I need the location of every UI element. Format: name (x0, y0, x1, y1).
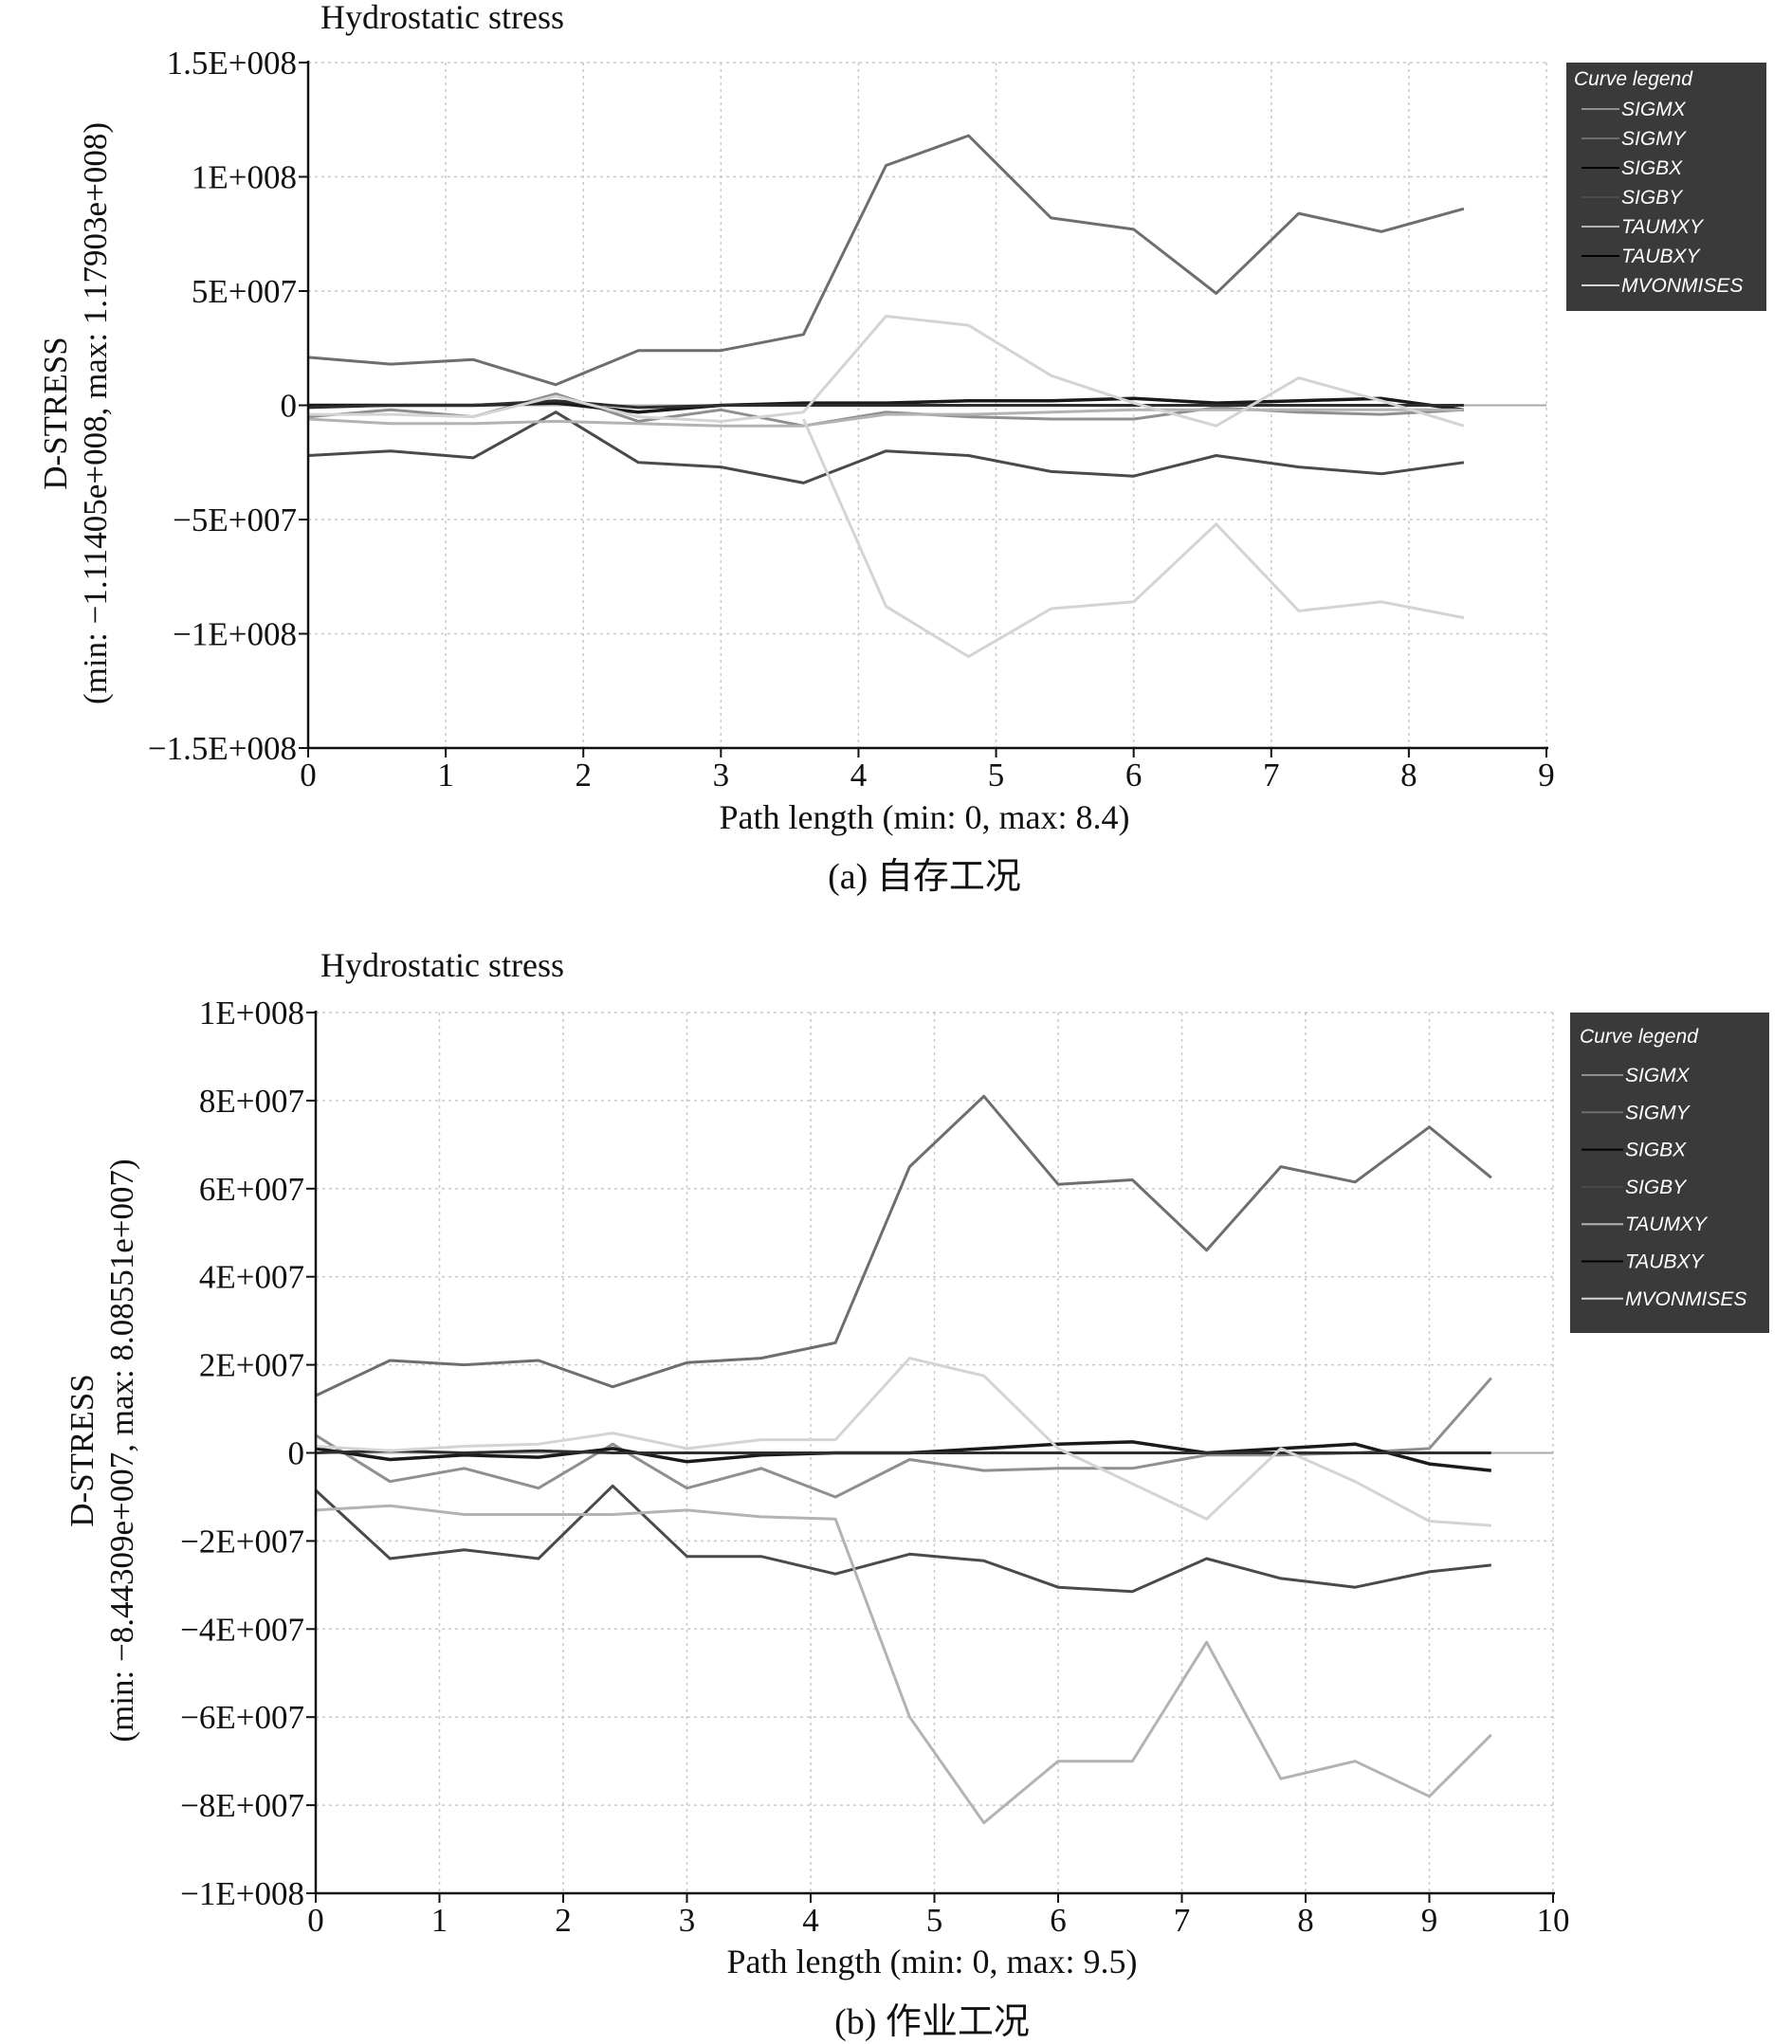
chart-b-legend-box (1570, 1013, 1769, 1333)
chart-b-x-tick-label: 8 (1297, 1902, 1314, 1939)
chart-a-x-tick-label: 3 (713, 757, 730, 794)
chart-b-x-tick-label: 10 (1537, 1902, 1570, 1939)
chart-a-legend-title: Curve legend (1574, 68, 1693, 90)
chart-b-y-axis-range: (min: −8.44309e+007, max: 8.08551e+007) (103, 1159, 140, 1742)
chart-b-y-tick-label: 4E+007 (199, 1259, 304, 1296)
chart-b-caption: (b) 作业工况 (834, 2002, 1030, 2042)
chart-b-series-taumxy (315, 1504, 1492, 1825)
chart-b-x-tick-label: 2 (555, 1902, 572, 1939)
chart-b-legend-label-mvonmises: MVONMISES (1625, 1288, 1746, 1310)
chart-a-y-tick-label: −1.5E+008 (148, 730, 297, 767)
chart-b-legend-label-sigby: SIGBY (1625, 1177, 1688, 1198)
chart-b-series-taubxy (315, 1449, 1491, 1454)
chart-a-legend-label-sigbx: SIGBX (1621, 157, 1683, 179)
chart-b-series-sigmx (315, 1377, 1492, 1499)
chart-b-x-tick-label: 9 (1421, 1902, 1438, 1939)
chart-a-y-tick-label: −1E+008 (173, 616, 297, 653)
chart-b-y-tick-label: −1E+008 (180, 1875, 304, 1912)
chart-a-series-sigmy (307, 134, 1465, 387)
chart-a-caption: (a) 自存工况 (828, 857, 1021, 897)
chart-a-series-mvonmises-low (802, 418, 1465, 659)
chart-a-legend-label-mvonmises: MVONMISES (1621, 275, 1743, 297)
chart-b-x-tick-label: 4 (802, 1902, 819, 1939)
chart-a-series-taubxy (307, 399, 1464, 410)
chart-b-y-tick-label: −2E+007 (180, 1523, 304, 1560)
chart-b-legend-label-taumxy: TAUMXY (1625, 1214, 1709, 1235)
chart-a-y-tick-label: 5E+007 (192, 273, 297, 310)
chart-b-y-tick-label: 6E+007 (199, 1171, 304, 1208)
chart-b-y-ticks: 1E+008 8E+007 6E+007 4E+007 2E+007 0 −2E+007 −4… (180, 995, 316, 1912)
chart-a-legend-label-sigmx: SIGMX (1621, 99, 1687, 120)
chart-b-x-tick-label: 6 (1050, 1902, 1067, 1939)
chart-b-y-tick-label: −8E+007 (180, 1787, 304, 1824)
chart-b-title: Hydrostatic stress (320, 946, 564, 984)
chart-b-x-tick-label: 1 (431, 1902, 448, 1939)
chart-b-y-tick-label: 0 (288, 1435, 305, 1472)
chart-b-x-axis-label: Path length (min: 0, max: 9.5) (727, 1943, 1138, 1980)
chart-a-y-tick-label: 0 (281, 388, 298, 425)
chart-a-series-mvonmises (308, 315, 1465, 428)
chart-a-legend: Curve legend SIGMX SIGMY SIGBX SIGBY TAUMXY T… (1566, 63, 1766, 311)
chart-b-legend-label-sigbx: SIGBX (1625, 1140, 1687, 1161)
chart-a-y-axis-label: D-STRESS (37, 337, 74, 489)
chart-a-x-axis-label: Path length (min: 0, max: 8.4) (720, 798, 1130, 836)
chart-a-series-group (307, 134, 1465, 659)
chart-a-y-tick-label: −5E+007 (173, 502, 297, 538)
chart-a-x-ticks: 0 1 2 3 4 5 6 7 8 9 (300, 748, 1555, 794)
chart-b-y-tick-label: 2E+007 (199, 1347, 304, 1384)
chart-b-series-sigmy (315, 1094, 1492, 1397)
chart-a-series-sigby (307, 411, 1465, 484)
chart-b-y-tick-label: −4E+007 (180, 1611, 304, 1648)
chart-b-x-ticks: 0 1 2 3 4 5 6 7 8 9 10 (307, 1893, 1570, 1939)
chart-a-y-tick-label: 1E+008 (192, 159, 297, 196)
chart-a-x-tick-label: 2 (575, 757, 592, 794)
chart-b-y-tick-label: 8E+007 (199, 1083, 304, 1120)
chart-a-x-tick-label: 9 (1538, 757, 1555, 794)
chart-a-legend-box (1566, 63, 1766, 311)
chart-a-x-tick-label: 5 (988, 757, 1005, 794)
chart-b-legend-label-sigmy: SIGMY (1625, 1102, 1691, 1123)
chart-a-legend-label-taubxy: TAUBXY (1621, 246, 1701, 267)
chart-b-legend-label-taubxy: TAUBXY (1625, 1251, 1705, 1273)
chart-b: Hydrostatic stress 0 1 2 3 4 5 6 7 8 9 10 1E+008 8E… (64, 946, 1769, 2042)
chart-b-y-tick-label: −6E+007 (180, 1699, 304, 1736)
chart-a-y-tick-label: 1.5E+008 (167, 45, 297, 82)
chart-a-legend-label-taumxy: TAUMXY (1621, 216, 1705, 238)
chart-a-x-tick-label: 1 (437, 757, 454, 794)
chart-a-x-tick-label: 7 (1263, 757, 1280, 794)
chart-a-x-tick-label: 6 (1125, 757, 1143, 794)
chart-a: Hydrostatic stress 0 1 2 3 4 5 6 7 8 9 1.5E+008 1E… (37, 0, 1766, 897)
chart-b-series-group (314, 1094, 1492, 1825)
chart-b-y-axis-label: D-STRESS (64, 1374, 101, 1526)
chart-b-series-sigby (314, 1484, 1491, 1594)
chart-a-x-tick-label: 0 (300, 757, 317, 794)
chart-b-x-tick-label: 5 (926, 1902, 943, 1939)
chart-a-title: Hydrostatic stress (320, 0, 564, 36)
chart-a-x-tick-label: 8 (1400, 757, 1417, 794)
chart-b-legend-label-sigmx: SIGMX (1625, 1065, 1691, 1086)
chart-b-series-mvonmises (315, 1357, 1491, 1527)
chart-b-legend-title: Curve legend (1580, 1026, 1699, 1048)
chart-a-legend-label-sigby: SIGBY (1621, 187, 1684, 209)
chart-a-legend-label-sigmy: SIGMY (1621, 128, 1688, 150)
chart-b-x-tick-label: 0 (307, 1902, 324, 1939)
chart-b-x-tick-label: 7 (1174, 1902, 1191, 1939)
chart-b-y-tick-label: 1E+008 (199, 995, 304, 1031)
chart-b-legend: Curve legend SIGMX SIGMY SIGBX SIGBY TAUMXY T… (1570, 1013, 1769, 1333)
chart-a-x-tick-label: 4 (850, 757, 868, 794)
chart-a-y-axis-range: (min: −1.11405e+008, max: 1.17903e+008) (77, 122, 114, 704)
chart-b-x-tick-label: 3 (679, 1902, 696, 1939)
chart-a-y-ticks: 1.5E+008 1E+008 5E+007 0 −5E+007 −1E+008 −1.5E… (148, 45, 308, 767)
chart-a-series-taumxy (307, 408, 1464, 428)
